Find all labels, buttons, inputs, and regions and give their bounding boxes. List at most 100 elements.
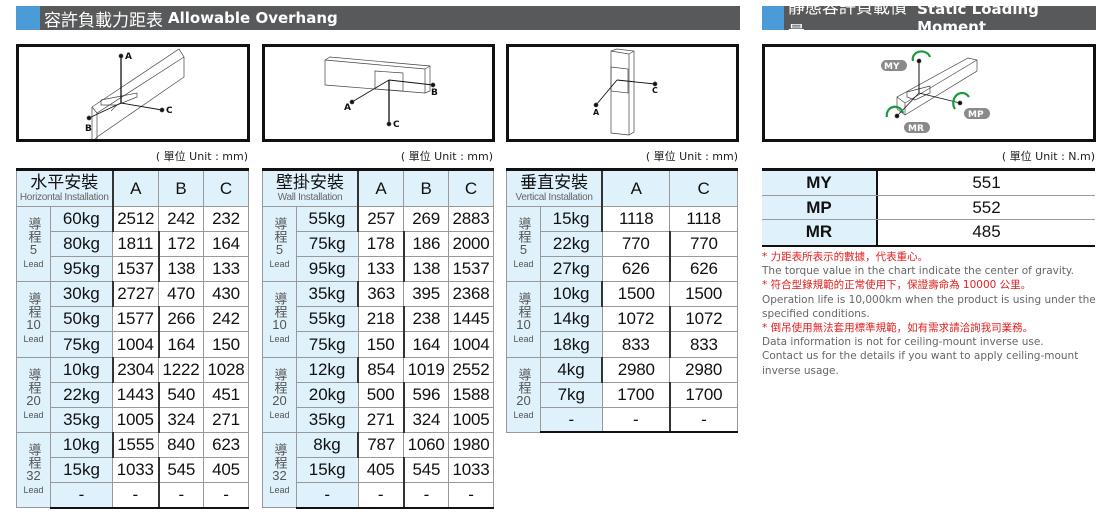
note-en: Operation life is 10,000km when the prod… <box>762 293 1096 320</box>
column-header-b: B <box>158 168 204 207</box>
table-row: 導程 20 Lead 10kg 2304 1222 1028 <box>16 356 249 433</box>
lead-number: 10 <box>516 317 531 333</box>
table-row: 導程 5 Lead 15kg 1118 1118 <box>506 205 738 283</box>
unit-label: ( 單位 Unit : mm) <box>155 150 248 163</box>
lead-zh: 導程 <box>516 367 532 394</box>
value-cell: 770 <box>601 231 671 258</box>
table-row: 導程 10 Lead 35kg 363 395 2368 <box>262 281 494 358</box>
moment-key: MP <box>762 195 878 219</box>
value-cell: 1811 <box>112 231 159 258</box>
table-row: 導程 10 Lead 30kg 2727 470 430 <box>16 281 249 358</box>
load-cell: 60kg <box>50 205 113 233</box>
horizontal-installation-diagram: A B C <box>16 44 250 144</box>
lead-cell: 導程 32 Lead <box>262 431 297 509</box>
value-cell: 1033 <box>112 456 159 484</box>
value-cell: 1005 <box>112 406 159 433</box>
value-cell: 1555 <box>111 431 159 458</box>
value-cell: - <box>357 482 405 509</box>
value-cell: 626 <box>668 256 738 283</box>
lead-en: Lead <box>23 409 44 420</box>
value-cell: 1004 <box>448 331 494 358</box>
note-zh: * 符合型錄規範的正常使用下，保證壽命為 10000 公里。 <box>762 279 1032 292</box>
vertical-installation-diagram: A C <box>506 44 739 142</box>
installation-name-en: Vertical Installation <box>515 191 593 203</box>
value-cell: 470 <box>158 281 204 308</box>
value-cell: 238 <box>402 306 450 333</box>
value-cell: 405 <box>203 456 249 484</box>
label-a: A <box>593 108 600 117</box>
label-b: B <box>85 124 92 134</box>
lead-number: 5 <box>519 242 528 258</box>
value-cell: 164 <box>402 331 450 358</box>
value-cell: 1072 <box>601 306 671 333</box>
value-cell: 500 <box>357 381 405 408</box>
column-header-b: B <box>403 168 450 207</box>
value-cell: 1033 <box>448 456 494 484</box>
load-cell: 30kg <box>50 281 113 308</box>
value-cell: 138 <box>402 256 450 283</box>
value-cell: 2000 <box>448 231 494 258</box>
value-cell: 266 <box>157 306 204 333</box>
label-c: C <box>166 106 173 116</box>
column-header-c: C <box>203 168 249 207</box>
moment-value: 551 <box>972 173 1001 192</box>
lead-zh: 導程 <box>26 217 42 244</box>
value-cell: - <box>157 482 204 509</box>
horizontal-installation-table: 水平安裝 Horizontal Installation A B C 導程 5 Lead 60k… <box>16 168 249 509</box>
unit-label: ( 單位 Unit : N.m) <box>1001 150 1095 163</box>
load-cell: 35kg <box>295 406 359 433</box>
label-c: C <box>652 86 658 95</box>
value-cell: 172 <box>157 231 204 258</box>
value-cell: 2552 <box>448 356 494 383</box>
load-cell: 55kg <box>295 205 359 233</box>
value-cell: 1118 <box>601 205 671 233</box>
value-cell: 269 <box>403 205 450 233</box>
value-cell: 2980 <box>669 356 738 383</box>
table-row: 18kg 833 833 <box>507 331 738 358</box>
table-row: 7kg 1700 1700 <box>507 381 738 408</box>
table-row: 導程 32 Lead 8kg 787 1060 1980 <box>262 431 494 509</box>
title-zh: 容許負載力距表 <box>44 10 163 31</box>
lead-number: 32 <box>26 467 41 483</box>
value-cell: 1980 <box>448 431 494 458</box>
value-cell: 1537 <box>112 256 159 283</box>
badge-mp: MP <box>968 110 984 120</box>
lead-number: 10 <box>272 317 287 333</box>
note-zh: * 倒吊使用無法套用標準規範，如有需求請洽詢我司業務。 <box>762 322 1034 335</box>
lead-zh: 導程 <box>272 442 288 469</box>
lead-cell: 導程 32 Lead <box>16 431 51 509</box>
installation-name-zh: 壁掛安裝 <box>276 172 344 192</box>
value-cell: 540 <box>157 381 204 408</box>
value-cell: 1072 <box>668 306 738 333</box>
moment-key: MY <box>762 171 878 195</box>
value-cell: 1537 <box>448 256 494 283</box>
load-cell: 22kg <box>539 231 603 258</box>
lead-cell: 導程 5 Lead <box>16 205 51 283</box>
table-row: 22kg 1443 540 451 <box>17 381 249 408</box>
value-cell: 840 <box>158 431 204 458</box>
notes: * 力距表所表示的數據，代表重心。 The torque value in the… <box>762 250 1098 378</box>
installation-header: 垂直安裝 Vertical Installation <box>506 168 603 207</box>
load-cell: 75kg <box>295 231 359 258</box>
value-cell: 257 <box>357 205 405 233</box>
value-cell: 242 <box>158 205 204 233</box>
label-a: A <box>344 103 351 113</box>
lead-number: 5 <box>275 242 284 258</box>
table-row: 20kg 500 596 1588 <box>263 381 494 408</box>
value-cell: 405 <box>357 456 405 484</box>
value-cell: 451 <box>203 381 249 408</box>
value-cell: 1700 <box>601 381 671 408</box>
moment-value: 552 <box>972 197 1001 217</box>
lead-en: Lead <box>269 334 290 345</box>
header-row: 水平安裝 Horizontal Installation A B C <box>16 168 249 207</box>
lead-en: Lead <box>513 409 534 420</box>
table-row: 22kg 770 770 <box>507 231 738 258</box>
value-cell: - <box>448 482 494 509</box>
table-row: 35kg 1005 324 271 <box>17 406 249 433</box>
moment-row-my: MY 551 <box>762 171 1095 196</box>
unit-label: ( 單位 Unit : mm) <box>645 150 738 163</box>
table-row: 導程 20 Lead 12kg 854 1019 2552 <box>262 356 494 433</box>
table-row: 15kg 405 545 1033 <box>263 456 494 484</box>
lead-zh: 導程 <box>26 367 42 394</box>
table-row: --- <box>507 406 738 434</box>
